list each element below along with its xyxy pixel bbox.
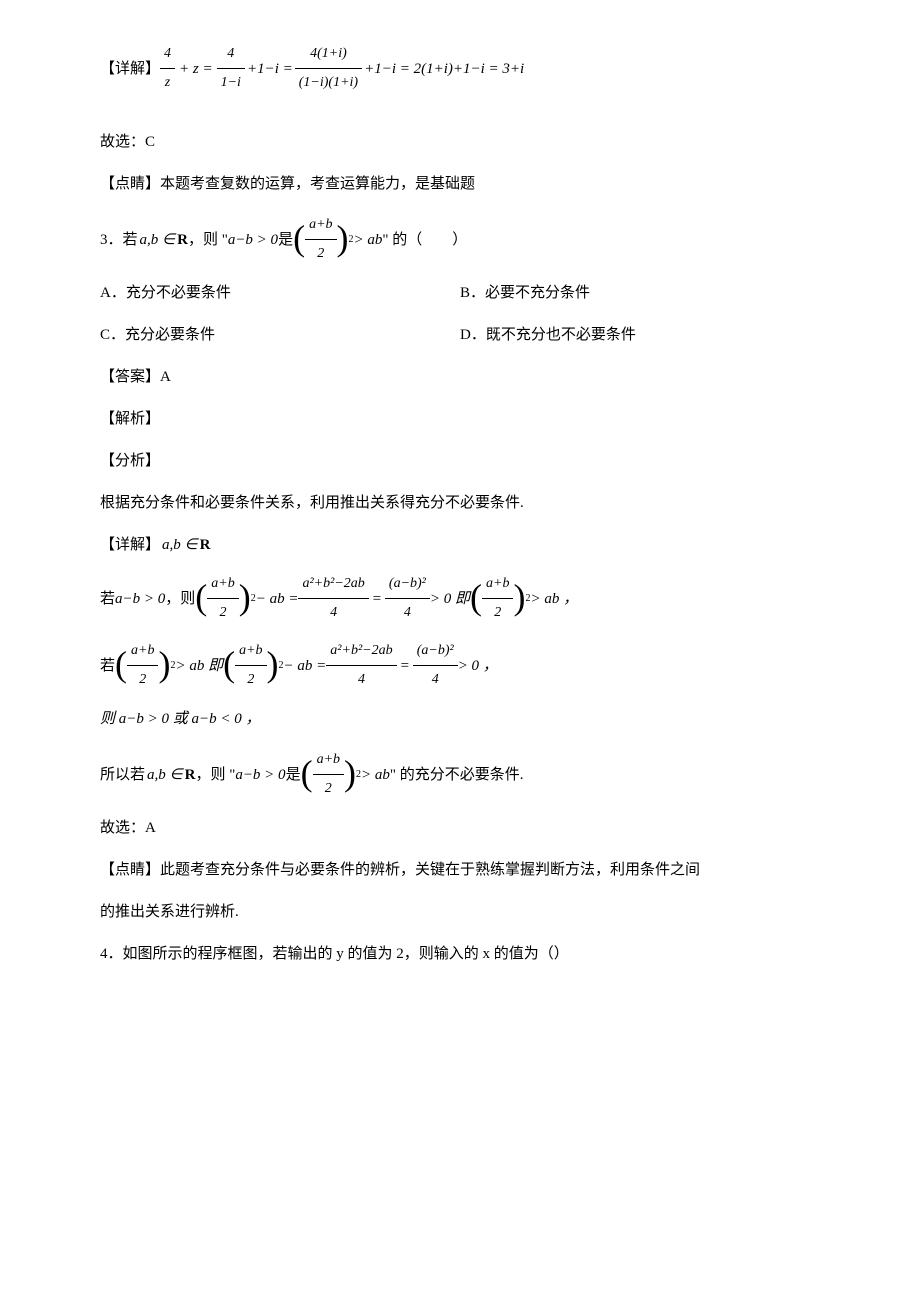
derivation-line-3: 则 a−b > 0 或 a−b < 0 ， [100, 704, 820, 734]
question-4: 4．如图所示的程序框图，若输出的 y 的值为 2，则输入的 x 的值为（） [100, 939, 820, 969]
comment-1: 【点睛】本题考查复数的运算，考查运算能力，是基础题 [100, 169, 820, 199]
equation-1: 【详解】 4 z + z = 4 1−i +1−i = 4(1+i) (1−i)… [100, 40, 820, 97]
derivation-line-1: 若 a−b > 0 ，则 ( a+b 2 ) 2 − ab = a²+b²−2a… [100, 570, 820, 627]
derivation-line-2: 若 ( a+b 2 ) 2 > ab 即 ( a+b 2 ) 2 − ab = … [100, 637, 820, 694]
answer-pick-1: 故选：C [100, 127, 820, 157]
analyze-text: 根据充分条件和必要条件关系，利用推出关系得充分不必要条件. [100, 488, 820, 518]
option-c: C．充分必要条件 [100, 320, 460, 350]
comment-2b: 的推出关系进行辨析. [100, 897, 820, 927]
option-a: A．充分不必要条件 [100, 278, 460, 308]
detail-2-header: 【详解】 a,b ∈ R [100, 530, 820, 560]
answer-pick-2: 故选：A [100, 813, 820, 843]
conclusion: 所以若 a,b ∈ R ，则 " a−b > 0 是 ( a+b 2 ) 2 >… [100, 746, 820, 803]
detail-label: 【详解】 [100, 54, 160, 84]
analysis-label: 【解析】 [100, 404, 820, 434]
option-b: B．必要不充分条件 [460, 278, 820, 308]
comment-2a: 【点睛】此题考查充分条件与必要条件的辨析，关键在于熟练掌握判断方法，利用条件之间 [100, 855, 820, 885]
option-d: D．既不充分也不必要条件 [460, 320, 820, 350]
answer-label: 【答案】A [100, 362, 820, 392]
options-row-2: C．充分必要条件 D．既不充分也不必要条件 [100, 320, 820, 350]
options-row-1: A．充分不必要条件 B．必要不充分条件 [100, 278, 820, 308]
question-3: 3．若 a,b ∈ R ，则 " a−b > 0 是 ( a+b 2 ) 2 >… [100, 211, 820, 268]
analyze-label: 【分析】 [100, 446, 820, 476]
